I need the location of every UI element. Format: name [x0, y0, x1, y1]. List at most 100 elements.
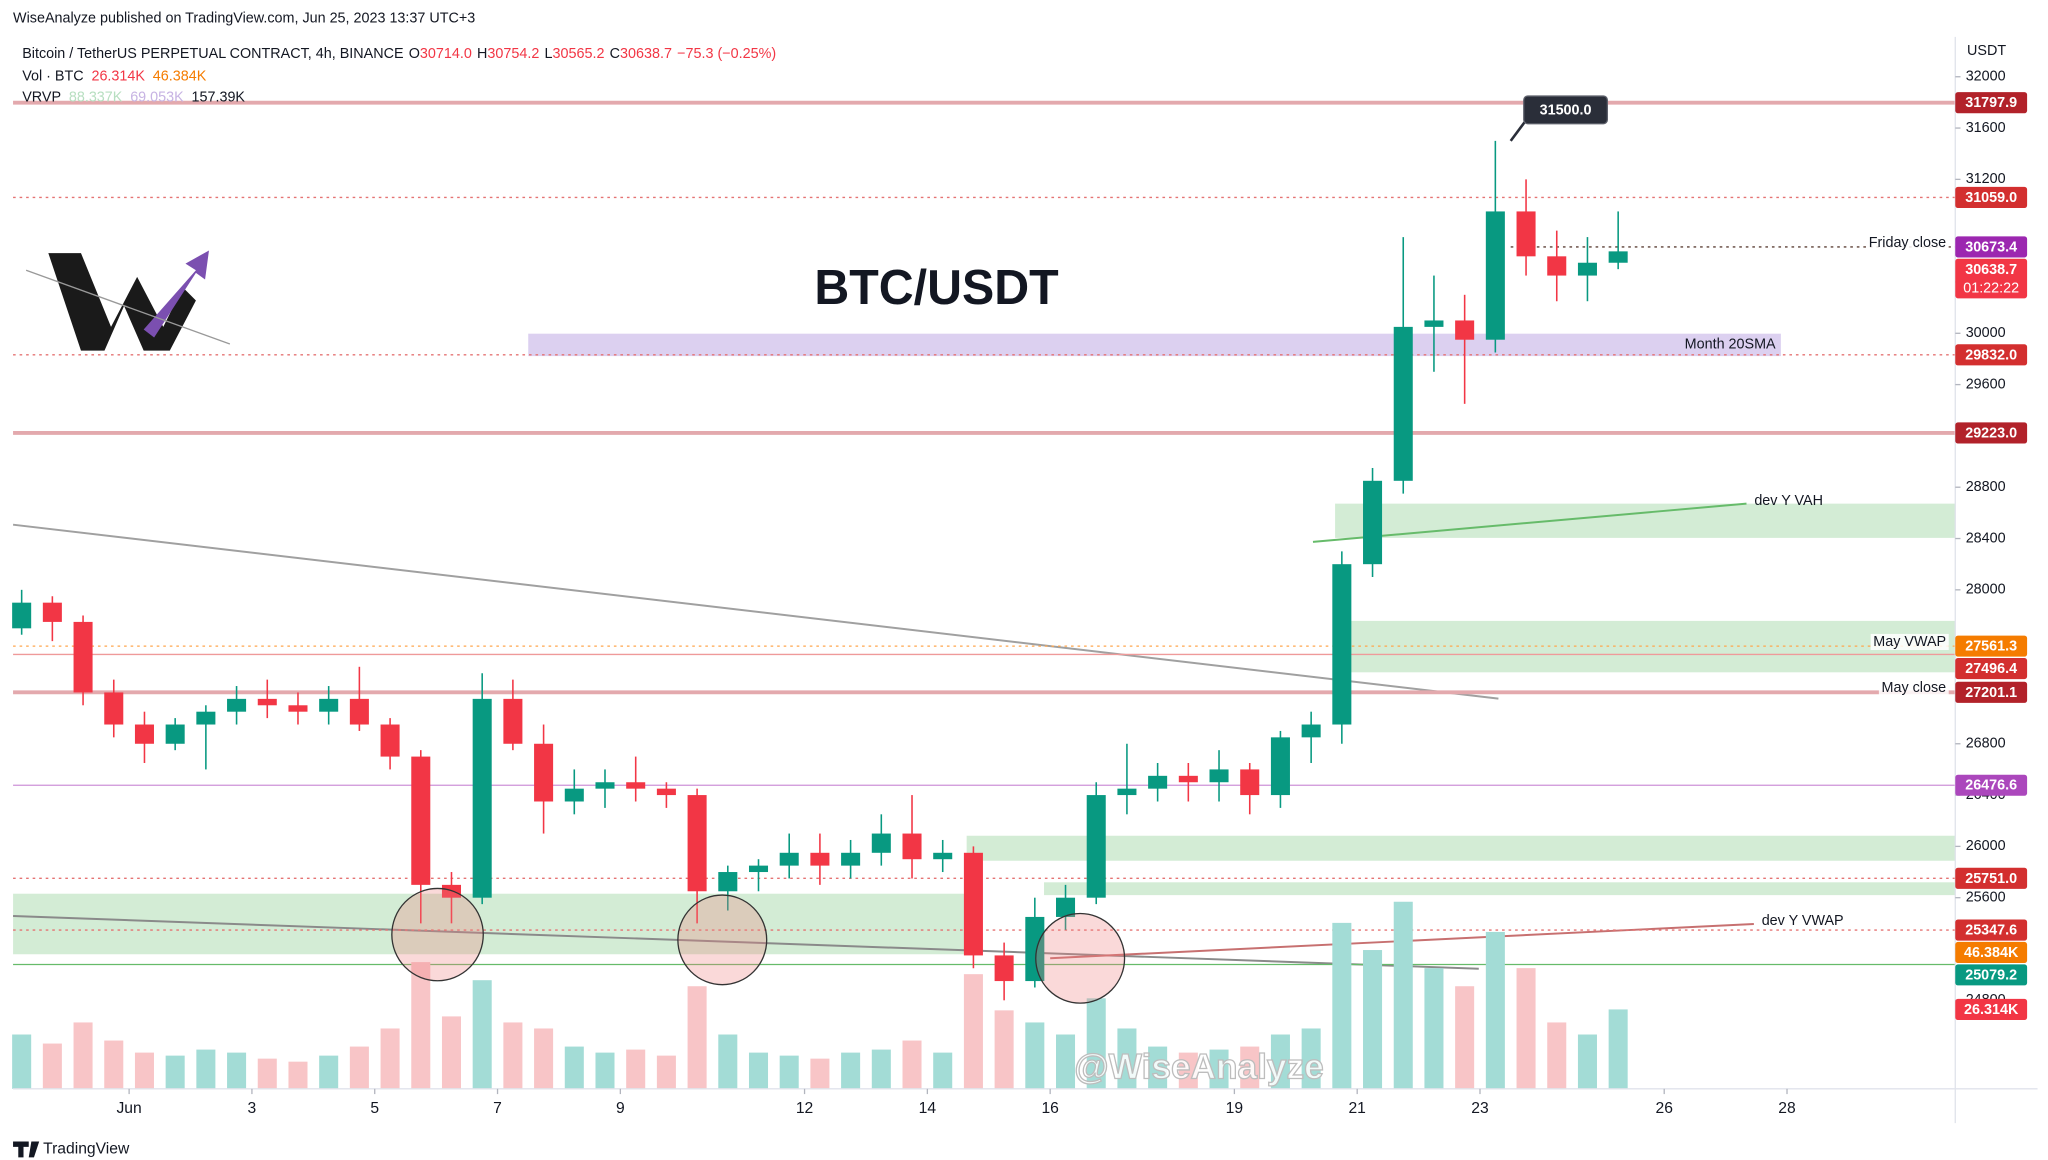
trend-label: dev Y VAH: [1754, 493, 1823, 509]
price-label-box: [1955, 867, 2028, 889]
candle-body: [1363, 480, 1383, 565]
price-label: 25751.0: [1965, 871, 2017, 887]
candle-body: [227, 698, 247, 712]
volume-bar: [1332, 922, 1352, 1089]
chart-title: BTC/USDT: [814, 261, 1059, 315]
symbol-line: Bitcoin / TetherUS PERPETUAL CONTRACT, 4…: [22, 46, 776, 62]
ohlc-key: C: [610, 46, 620, 62]
volume-bar: [1577, 1034, 1597, 1089]
candle-body: [319, 698, 339, 712]
trend-label: dev Y VWAP: [1762, 913, 1844, 929]
logo-arrow: [143, 250, 209, 338]
volume-bar: [196, 1049, 216, 1089]
price-label: 30673.4: [1965, 239, 2017, 255]
volume-bar: [288, 1061, 308, 1089]
volume-bar: [1516, 968, 1536, 1089]
x-tick-label: 23: [1471, 1100, 1489, 1117]
price-label: 27561.3: [1965, 639, 2017, 655]
y-tick-label: 30000: [1966, 325, 2006, 341]
volume-bar: [1240, 1046, 1260, 1089]
x-tick-label: 14: [919, 1100, 937, 1117]
footer: TradingView: [13, 1141, 130, 1158]
ohlc-value: 30714.0: [420, 46, 472, 62]
currency: USDT: [1967, 43, 2006, 59]
price-label-box: [1955, 998, 2028, 1020]
trend-line: [13, 915, 1479, 970]
price-label-box: [1955, 941, 2028, 964]
candle-body: [779, 852, 799, 866]
candle-body: [134, 724, 154, 744]
volume-bar: [1270, 1034, 1290, 1089]
watermark: @WiseAnalyze: [1074, 1046, 1324, 1086]
candle-body: [841, 852, 861, 866]
price-label-box: [1955, 258, 2028, 299]
volume-bar: [165, 1055, 185, 1089]
candle-body: [349, 698, 369, 725]
volume-bar: [902, 1040, 922, 1089]
candle-body: [104, 692, 124, 725]
price-label: 26.314K: [1964, 1002, 2019, 1018]
volume-bar: [1393, 901, 1413, 1089]
x-tick-label: 3: [248, 1100, 257, 1117]
candle-body: [1240, 769, 1260, 796]
volume-bar: [134, 1052, 154, 1089]
level-note: Friday close: [1869, 235, 1946, 251]
price-label-box: [1955, 919, 2028, 941]
candle-body: [380, 724, 400, 757]
price-label-box: [1955, 635, 2028, 657]
volume-bar: [718, 1034, 738, 1089]
price-label-box: [1955, 422, 2028, 444]
note-bg: [1870, 633, 1949, 651]
x-tick-label: 21: [1348, 1100, 1365, 1117]
symbol: Bitcoin / TetherUS PERPETUAL CONTRACT, 4…: [22, 46, 403, 62]
volume-bar: [1485, 931, 1505, 1089]
candle-body: [165, 724, 185, 744]
candle-body: [1608, 251, 1628, 263]
volume-bar: [503, 1022, 523, 1089]
level-note: May close: [1881, 680, 1946, 696]
price-label-box: [1955, 236, 2028, 258]
candle-body: [1209, 769, 1229, 783]
volume-value: 46.384K: [153, 68, 207, 84]
volume-bar: [810, 1058, 830, 1089]
candle-body: [1025, 916, 1045, 982]
y-tick-label: 26800: [1966, 736, 2006, 752]
candle-body: [1148, 775, 1168, 789]
y-tick-label: 29600: [1966, 376, 2006, 392]
y-tick-label: 28000: [1966, 582, 2006, 598]
y-tick-label: 26000: [1966, 838, 2006, 854]
volume-bar: [748, 1052, 769, 1089]
volume-bar: [1117, 1028, 1137, 1089]
x-tick-label: Jun: [116, 1100, 141, 1117]
candle-body: [534, 743, 554, 802]
volume-bar: [411, 962, 431, 1089]
candle-body: [441, 884, 462, 898]
candle-body: [687, 795, 707, 892]
candle-body: [994, 955, 1014, 982]
countdown: 01:22:22: [1963, 280, 2019, 296]
volume-bar: [656, 1055, 676, 1089]
candle-body: [902, 833, 922, 860]
candle-body: [1117, 788, 1137, 796]
candle-body: [1485, 211, 1505, 340]
candle-body: [1516, 211, 1536, 257]
callout-box: [1523, 95, 1609, 125]
volume-bar: [380, 1028, 400, 1089]
vrvp-label: VRVP: [22, 89, 61, 105]
x-tick-label: 16: [1041, 1100, 1059, 1117]
candle-body: [1270, 737, 1290, 796]
logo: [25, 250, 231, 351]
candle-body: [1547, 256, 1567, 276]
zone: [1044, 882, 1956, 896]
x-tick-label: 7: [493, 1100, 502, 1117]
callout-label: 31500.0: [1540, 102, 1592, 118]
candle-body: [871, 833, 891, 853]
volume-label: Vol · BTC: [22, 68, 83, 84]
volume-bar: [687, 986, 707, 1089]
candle-body: [656, 788, 676, 796]
candle-body: [411, 756, 431, 885]
x-tick-label: 9: [616, 1100, 625, 1117]
volume-bar: [595, 1052, 615, 1089]
price-label: 31797.9: [1965, 95, 2017, 111]
